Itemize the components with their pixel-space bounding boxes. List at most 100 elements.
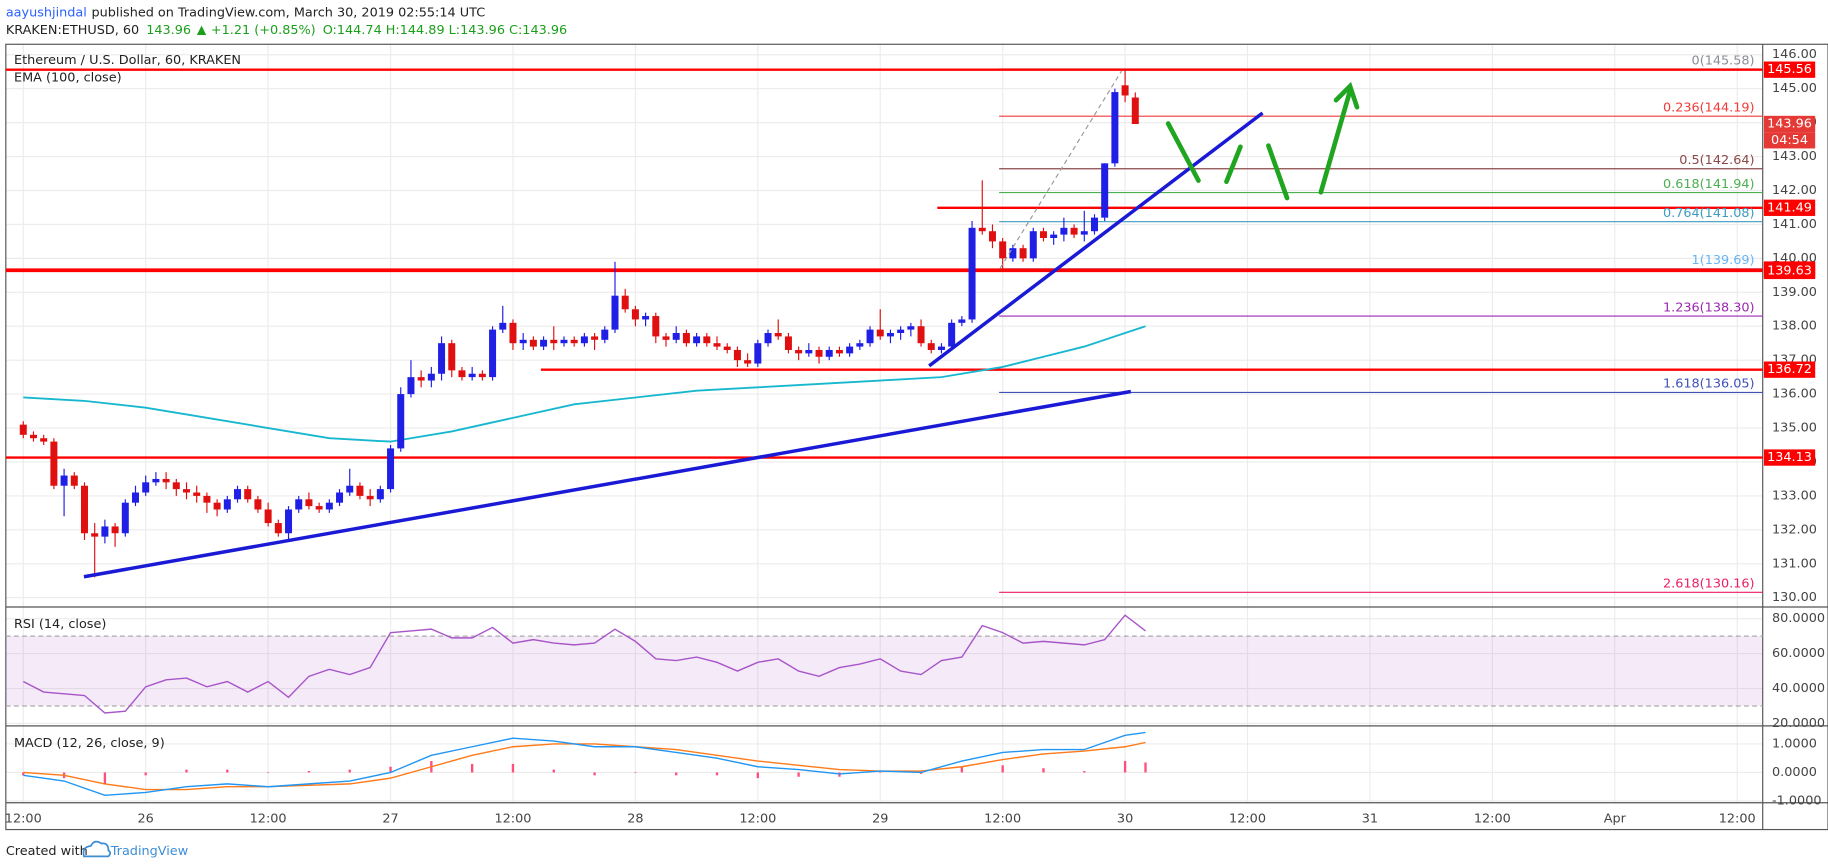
candle-body xyxy=(723,346,731,350)
candle-body xyxy=(254,499,262,510)
level-label-box xyxy=(1763,61,1816,78)
candle-body xyxy=(856,343,864,347)
macd-histogram-bar xyxy=(756,772,759,779)
footer-logo xyxy=(82,840,112,858)
candle-body xyxy=(1009,248,1017,259)
fib-label: 2.618(130.16) xyxy=(1663,577,1755,592)
candle-body xyxy=(285,509,293,534)
fib-label: 1.618(136.05) xyxy=(1663,377,1755,392)
candle-body xyxy=(662,336,670,340)
countdown-box xyxy=(1763,132,1816,149)
candle-body xyxy=(40,438,48,442)
y-tick-label: 136.00 xyxy=(1772,387,1817,402)
y-tick-label: 80.0000 xyxy=(1772,611,1825,626)
y-tick-label: 139.00 xyxy=(1772,285,1817,300)
candle-body xyxy=(611,295,619,330)
x-tick-label: 28 xyxy=(627,812,643,827)
mark-layer xyxy=(5,68,1763,797)
projection-arrows xyxy=(1165,81,1360,201)
candle-body xyxy=(366,495,374,500)
macd-histogram-bar xyxy=(675,772,678,776)
fib-label: 0(145.58) xyxy=(1692,53,1755,68)
macd-histogram-bar xyxy=(1001,765,1004,773)
candle-body xyxy=(631,309,639,320)
candle-body xyxy=(91,533,99,537)
x-tick-label: 12:00 xyxy=(1474,812,1511,827)
candle-body xyxy=(948,322,956,347)
macd-histogram-bar xyxy=(511,763,515,773)
x-tick-label: 31 xyxy=(1362,812,1378,827)
macd-histogram-bar xyxy=(552,769,555,773)
candle-body xyxy=(427,373,435,381)
candle-body xyxy=(693,336,701,344)
candle-body xyxy=(183,489,191,493)
candle-body xyxy=(203,495,211,503)
candle-body xyxy=(591,336,599,340)
candle-body xyxy=(754,343,762,364)
macd-line xyxy=(23,731,1146,797)
macd-histogram-bar xyxy=(919,772,923,774)
candle-body xyxy=(876,329,884,337)
candle-body xyxy=(621,295,629,310)
candle-body xyxy=(519,339,527,344)
grid-layer xyxy=(5,44,1763,803)
current-price: 143.96 xyxy=(1767,116,1812,131)
y-tick-label: 143.00 xyxy=(1772,149,1817,164)
chart-frame xyxy=(5,43,1828,831)
y-tick-label: 130.00 xyxy=(1772,590,1817,605)
candle-body xyxy=(60,475,68,486)
macd-histogram-bar xyxy=(389,766,392,773)
y-tick-label: 60.0000 xyxy=(1772,646,1825,661)
x-tick-label: 12:00 xyxy=(5,812,42,827)
footer-brand: TradingView xyxy=(110,844,188,859)
candle-body xyxy=(468,373,476,378)
y-tick-label: 141.00 xyxy=(1772,217,1817,232)
support-trendline xyxy=(83,389,1132,579)
candle-body xyxy=(529,339,537,347)
rsi-line xyxy=(22,614,1146,714)
candle-body xyxy=(682,333,690,344)
macd-histogram-bar xyxy=(22,772,25,776)
publish-info: published on TradingView.com, March 30, … xyxy=(92,5,486,20)
signal-line xyxy=(23,741,1146,791)
candle-body xyxy=(733,349,741,361)
candle-body xyxy=(131,492,139,503)
y-tick-label: 142.00 xyxy=(1772,183,1817,198)
candle-body xyxy=(570,339,578,344)
level-label: 134.13 xyxy=(1767,450,1812,465)
macd-histogram-bar xyxy=(797,772,800,777)
candle-body xyxy=(234,489,242,500)
x-tick-label: 12:00 xyxy=(250,812,287,827)
macd-histogram-bar xyxy=(1123,761,1127,773)
text-layer: aayushjindal published on TradingView.com… xyxy=(5,5,1825,859)
candle-body xyxy=(937,346,945,350)
macd-histogram-bar xyxy=(879,772,882,774)
y-tick-label: 146.00 xyxy=(1772,47,1817,62)
candle-body xyxy=(397,394,405,449)
candle-body xyxy=(142,482,150,493)
candle-body xyxy=(213,502,221,510)
candle-body xyxy=(101,526,109,537)
candle-body xyxy=(784,336,792,350)
candle-body xyxy=(1039,231,1047,238)
y-tick-label: 20.0000 xyxy=(1772,716,1825,731)
candle-body xyxy=(927,343,935,350)
candle-body xyxy=(1029,231,1037,259)
macd-histogram-bar xyxy=(1042,768,1045,773)
candle-body xyxy=(825,349,833,357)
macd-histogram-bar xyxy=(144,772,147,776)
candle-body xyxy=(223,499,231,510)
fib-label: 1(139.69) xyxy=(1692,253,1755,268)
candle-body xyxy=(448,343,456,371)
candle-body xyxy=(601,329,609,340)
candle-body xyxy=(1060,227,1068,235)
candle-body xyxy=(835,349,843,354)
candle-body xyxy=(407,377,415,395)
candle-body xyxy=(244,489,252,500)
candle-body xyxy=(866,329,874,344)
y-tick-label: 135.00 xyxy=(1772,421,1817,436)
ema-label: EMA (100, close) xyxy=(14,71,122,86)
macd-histogram-bar xyxy=(1083,771,1086,773)
candle-body xyxy=(172,482,180,490)
y-tick-label: 138.00 xyxy=(1772,319,1817,334)
